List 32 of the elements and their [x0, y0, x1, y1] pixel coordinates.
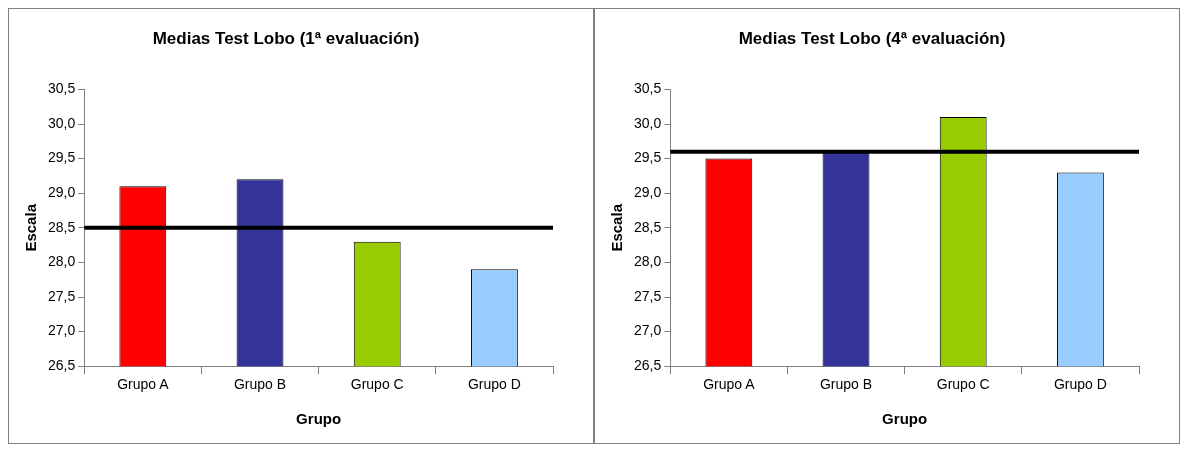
x-tick-label: Grupo A	[117, 376, 170, 393]
y-tick-label: 30,5	[634, 80, 662, 97]
y-tick-label: 30,0	[48, 114, 76, 131]
x-tick-label: Grupo B	[819, 376, 873, 393]
x-tick-label: Grupo D	[467, 376, 521, 393]
chart-title: Medias Test Lobo (1ª evaluación)	[152, 28, 420, 48]
y-tick-label: 27,5	[48, 287, 76, 304]
x-tick-label: Grupo B	[233, 376, 287, 393]
y-tick-label: 29,5	[48, 149, 76, 166]
x-axis-title: Grupo	[296, 410, 342, 428]
y-tick-label: 28,5	[634, 218, 662, 235]
y-axis-title: Escala	[608, 203, 626, 252]
y-tick-label: 29,0	[48, 184, 76, 201]
x-tick-label: Grupo D	[1053, 376, 1107, 393]
chart-title: Medias Test Lobo (4ª evaluación)	[738, 28, 1006, 48]
y-tick-label: 28,5	[48, 218, 76, 235]
y-tick-label: 27,0	[48, 322, 76, 339]
y-tick-label: 26,5	[634, 357, 662, 374]
y-tick-label: 30,5	[48, 80, 76, 97]
y-tick-label: 27,5	[634, 287, 662, 304]
x-tick-label: Grupo A	[703, 376, 756, 393]
y-tick-label: 28,0	[634, 253, 662, 270]
x-axis-title: Grupo	[882, 410, 928, 428]
x-tick-label: Grupo C	[350, 376, 404, 393]
y-axis-title: Escala	[22, 203, 40, 252]
y-tick-label: 26,5	[48, 357, 76, 374]
y-tick-label: 29,0	[634, 184, 662, 201]
x-tick-label: Grupo C	[936, 376, 990, 393]
y-tick-label: 29,5	[634, 149, 662, 166]
y-tick-label: 30,0	[634, 114, 662, 131]
y-tick-label: 27,0	[634, 322, 662, 339]
y-tick-label: 28,0	[48, 253, 76, 270]
